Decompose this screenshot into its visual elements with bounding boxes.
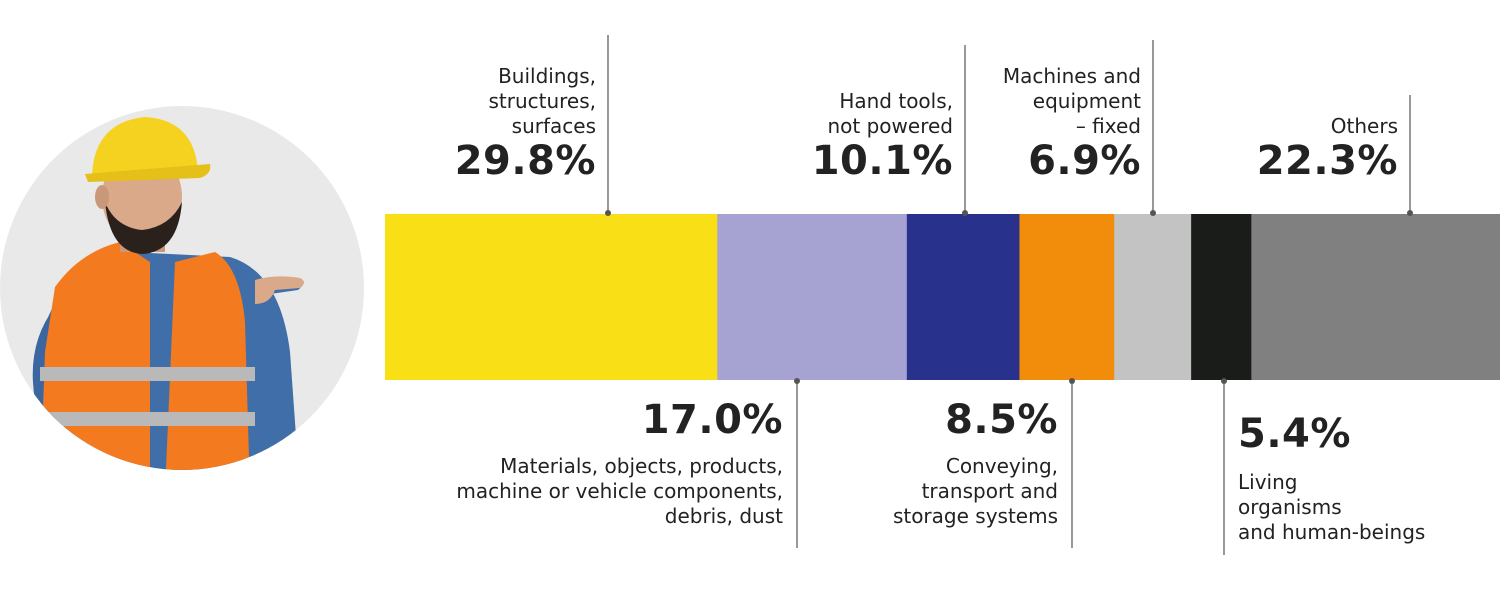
leader-dot-3 [1069,378,1075,384]
segment-category-label: Living organisms and human-beings [1238,470,1426,544]
bar-segments [385,214,1500,380]
segment-label-6: Others 22.3% [1257,114,1398,183]
leader-dot-2 [962,210,968,216]
leader-dot-0 [605,210,611,216]
hard-hat-brim [85,164,211,182]
segment-category-label: Machines and equipment – fixed [1002,64,1141,138]
pointing-hand [255,276,304,304]
bar-segment-3 [1019,214,1115,380]
segment-category-label: Materials, objects, products, machine or… [456,454,783,528]
segment-value-label: 22.3% [1256,138,1398,184]
segment-value-label: 6.9% [1028,138,1141,184]
leader-dot-6 [1407,210,1413,216]
segment-value-label: 29.8% [454,138,596,184]
bar-segment-2 [906,214,1020,380]
leader-dot-1 [794,378,800,384]
leader-dot-5 [1221,378,1227,384]
segment-label-3: 8.5% Conveying, transport and storage sys… [893,398,1058,529]
beard [105,202,182,254]
segment-category-label: Others [1330,114,1398,138]
bar-segment-6 [1251,214,1500,380]
segment-label-2: Hand tools, not powered 10.1% [812,89,953,183]
leader-lines [605,35,1413,555]
vest-reflective-stripe-2 [40,412,255,426]
ear [95,185,109,209]
segment-label-1: 17.0% Materials, objects, products, machi… [456,398,783,529]
segment-category-label: Conveying, transport and storage systems [892,454,1058,528]
segment-label-5: 5.4% Living organisms and human-beings [1238,412,1425,545]
hard-hat [92,117,198,174]
segment-value-label: 8.5% [945,397,1058,443]
segment-category-label: Hand tools, not powered [827,89,954,138]
segment-value-label: 10.1% [811,138,953,184]
segment-value-label: 17.0% [641,397,783,443]
bar-segment-4 [1114,214,1192,380]
bar-segment-5 [1191,214,1252,380]
segment-category-label: Buildings, structures, surfaces [488,64,596,138]
bar-segment-1 [717,214,908,380]
worker-illustration [0,106,364,470]
vest-reflective-stripe [40,367,255,381]
segment-label-0: Buildings, structures, surfaces 29.8% [455,64,596,183]
leader-dot-4 [1150,210,1156,216]
bar-segment-0 [385,214,718,380]
segment-value-label: 5.4% [1238,411,1351,457]
segment-label-4: Machines and equipment – fixed 6.9% [1003,64,1141,183]
